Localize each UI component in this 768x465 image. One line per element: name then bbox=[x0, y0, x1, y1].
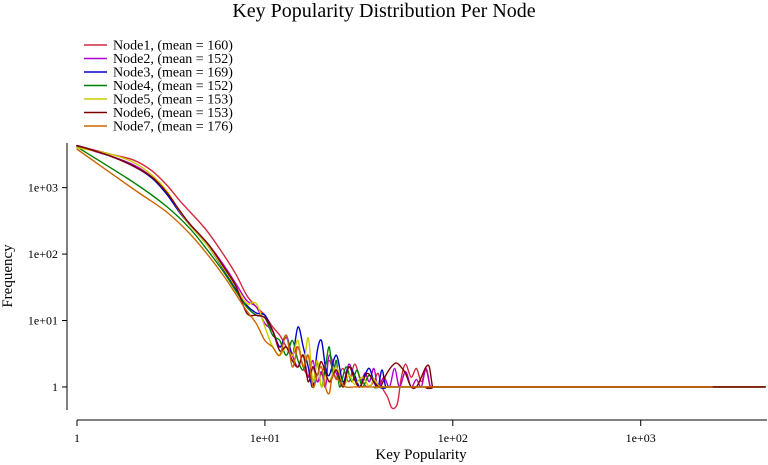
series-line-node3 bbox=[76, 144, 766, 389]
y-tick-label: 1e+01 bbox=[28, 314, 58, 328]
x-axis-label: Key Popularity bbox=[375, 447, 467, 463]
chart-title: Key Popularity Distribution Per Node bbox=[232, 0, 535, 22]
x-tick-label: 1e+03 bbox=[626, 431, 656, 445]
x-tick-label: 1e+02 bbox=[438, 431, 468, 445]
series-line-node5 bbox=[76, 146, 766, 389]
legend: Node1, (mean = 160)Node2, (mean = 152)No… bbox=[84, 39, 233, 135]
series-line-node1 bbox=[76, 144, 766, 410]
series-line-node6 bbox=[76, 144, 766, 390]
y-axis-ticks: 1 1e+01 1e+02 1e+03 bbox=[28, 181, 67, 394]
plot-area bbox=[76, 144, 766, 410]
series-line-node2 bbox=[76, 145, 766, 390]
y-axis-label: Frequency bbox=[0, 244, 16, 308]
legend-label-node6: Node6, (mean = 153) bbox=[113, 106, 233, 121]
legend-label-node4: Node4, (mean = 152) bbox=[113, 79, 233, 94]
legend-label-node2: Node2, (mean = 152) bbox=[113, 52, 233, 67]
y-tick-label: 1 bbox=[52, 380, 58, 394]
legend-label-node7: Node7, (mean = 176) bbox=[113, 120, 233, 135]
y-tick-label: 1e+03 bbox=[28, 181, 58, 195]
y-tick-label: 1e+02 bbox=[28, 247, 58, 261]
x-axis-ticks: 1 1e+01 1e+02 1e+03 bbox=[74, 420, 656, 445]
legend-label-node3: Node3, (mean = 169) bbox=[113, 66, 233, 81]
legend-label-node1: Node1, (mean = 160) bbox=[113, 39, 233, 54]
legend-label-node5: Node5, (mean = 153) bbox=[113, 93, 233, 108]
x-tick-label: 1e+01 bbox=[250, 431, 280, 445]
series-line-node4 bbox=[76, 146, 766, 389]
series-line-node7 bbox=[76, 148, 713, 395]
x-tick-label: 1 bbox=[74, 431, 80, 445]
